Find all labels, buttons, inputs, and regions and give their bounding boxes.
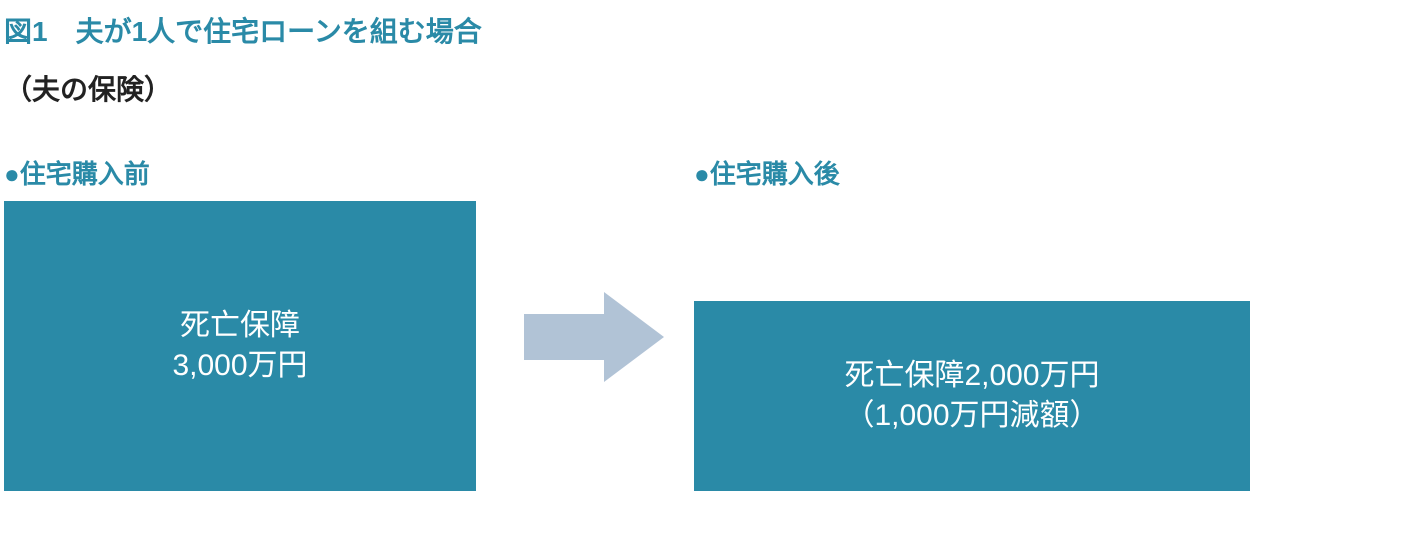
before-column: ●住宅購入前 死亡保障 3,000万円: [4, 154, 476, 491]
before-box-line1: 死亡保障: [180, 306, 300, 347]
before-box-line2: 3,000万円: [172, 346, 307, 387]
arrow-icon: [524, 292, 664, 382]
before-box: 死亡保障 3,000万円: [4, 201, 476, 491]
after-label: ●住宅購入後: [694, 154, 1250, 191]
arrow-container: [476, 192, 694, 482]
after-column: ●住宅購入後 死亡保障2,000万円 （1,000万円減額）: [694, 154, 1250, 491]
after-box-line2: （1,000万円減額）: [844, 396, 1099, 437]
after-box-line1: 死亡保障2,000万円: [844, 356, 1099, 397]
diagram-row: ●住宅購入前 死亡保障 3,000万円 ●住宅購入後 死亡保障2,000万円 （…: [4, 154, 1416, 491]
before-label: ●住宅購入前: [4, 154, 476, 191]
after-box: 死亡保障2,000万円 （1,000万円減額）: [694, 301, 1250, 491]
after-box-wrap: 死亡保障2,000万円 （1,000万円減額）: [694, 201, 1250, 491]
figure-subtitle: （夫の保険）: [4, 68, 1416, 108]
figure-title: 図1 夫が1人で住宅ローンを組む場合: [4, 10, 1416, 50]
